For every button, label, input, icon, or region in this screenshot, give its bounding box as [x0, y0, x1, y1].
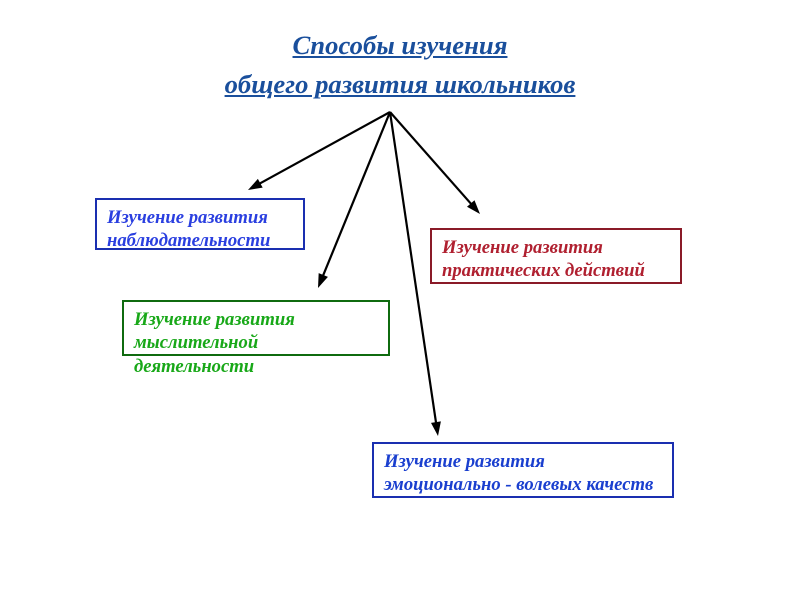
diagram-title: Способы изучения общего развития школьни… — [0, 30, 800, 100]
arrow-line-0 — [255, 112, 390, 186]
node-thinking: Изучение развития мыслительной деятельно… — [122, 300, 390, 356]
arrow-head-3 — [467, 200, 480, 214]
node-practical: Изучение развития практических действий — [430, 228, 682, 284]
arrow-line-3 — [390, 112, 474, 208]
title-line-2: общего развития школьников — [225, 69, 576, 100]
arrow-head-2 — [431, 421, 441, 436]
title-line-1: Способы изучения — [293, 30, 508, 61]
node-emotional: Изучение развития эмоционально - волевых… — [372, 442, 674, 498]
arrow-head-1 — [318, 273, 328, 288]
arrow-head-0 — [248, 179, 263, 190]
node-observation: Изучение развития наблюдательности — [95, 198, 305, 250]
arrow-line-1 — [321, 112, 390, 280]
